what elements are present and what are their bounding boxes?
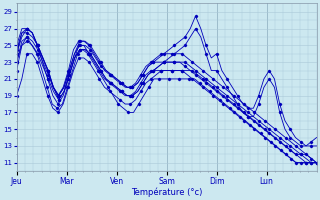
X-axis label: Température (°c): Température (°c) [131,187,202,197]
